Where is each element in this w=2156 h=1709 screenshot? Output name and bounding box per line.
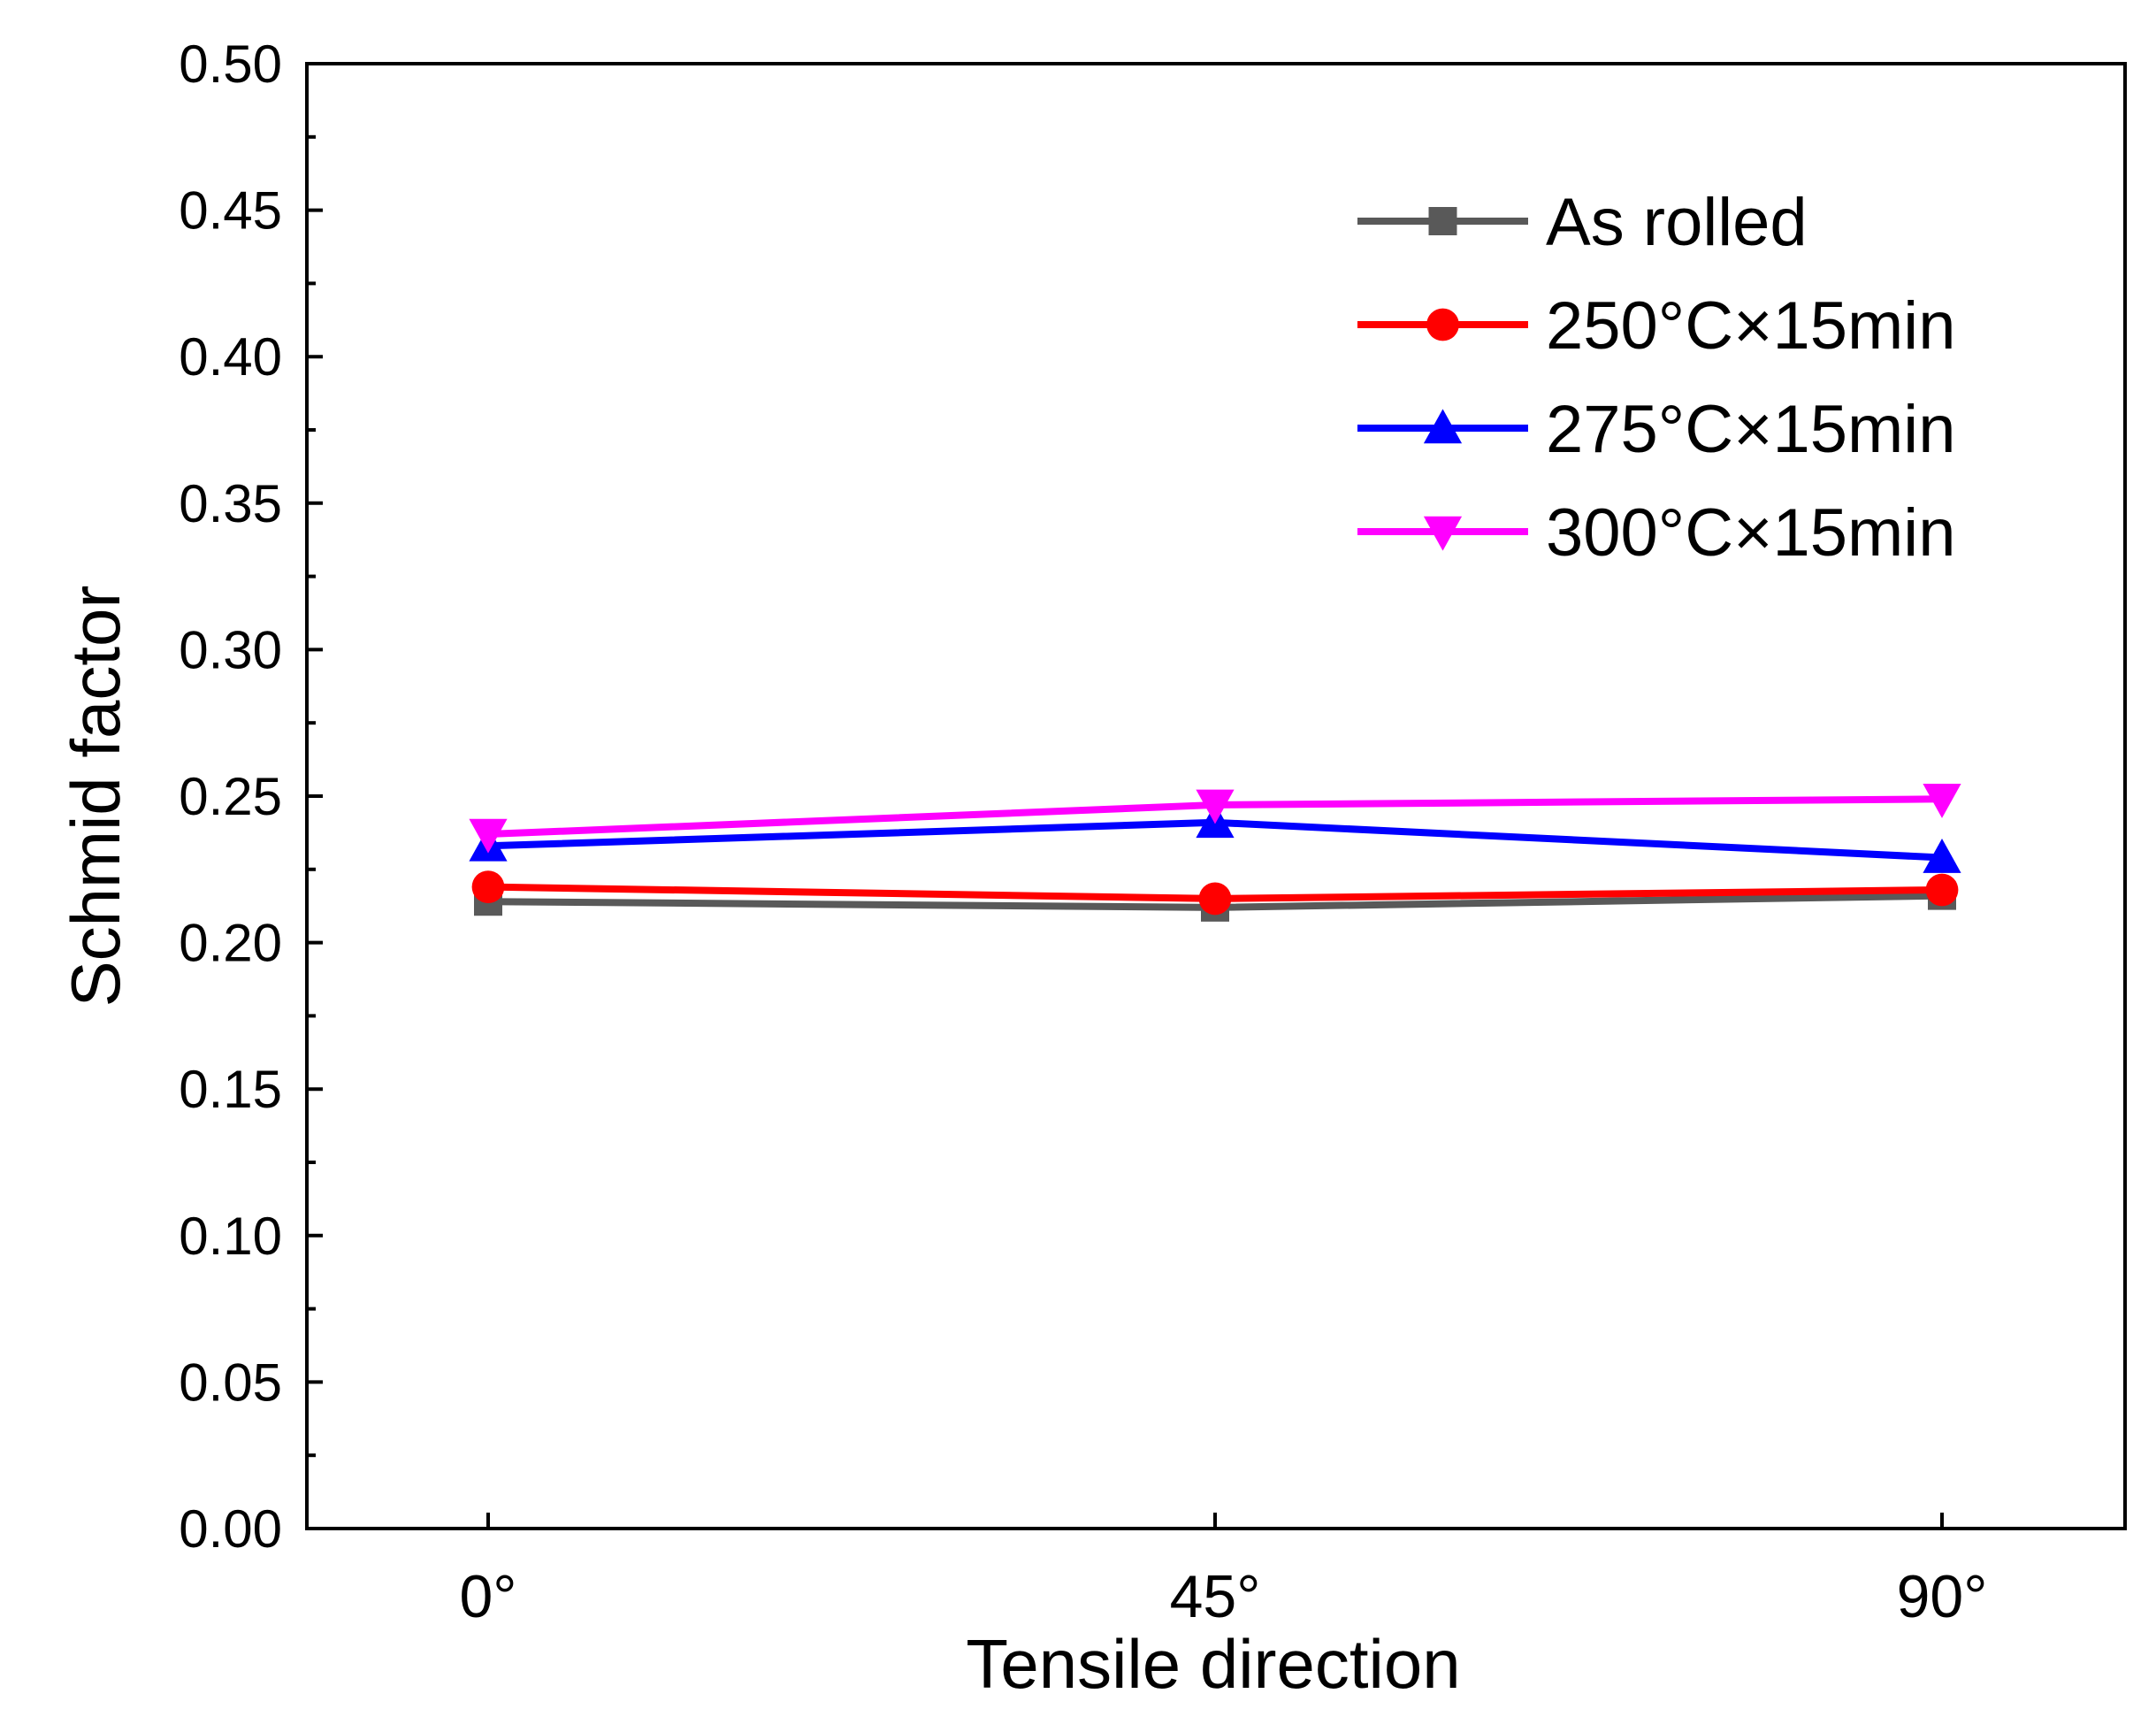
legend-label: 250°C×15min (1546, 288, 1955, 364)
y-tick-label: 0.00 (179, 1499, 282, 1559)
data-point-250-c-15min (471, 870, 505, 904)
y-tick-label: 0.40 (179, 327, 282, 387)
y-axis-title: Schmid factor (57, 586, 134, 1008)
data-point-300-c-15min (1923, 784, 1961, 818)
data-point-275-c-15min (1923, 838, 1961, 873)
data-point-250-c-15min (1198, 882, 1232, 916)
y-tick-label: 0.25 (179, 767, 282, 826)
legend-marker (1428, 207, 1457, 235)
y-tick-label: 0.45 (179, 181, 282, 241)
y-tick-label: 0.50 (179, 34, 282, 94)
data-point-300-c-15min (469, 818, 508, 854)
x-tick-label: 0° (459, 1563, 516, 1630)
y-tick-label: 0.10 (179, 1207, 282, 1266)
x-tick-label: 90° (1897, 1563, 1988, 1630)
legend-label: 300°C×15min (1546, 495, 1955, 571)
data-point-250-c-15min (1925, 873, 1959, 907)
y-tick-label: 0.35 (179, 474, 282, 533)
x-axis-title: Tensile direction (966, 1625, 1460, 1703)
legend-marker (1426, 308, 1459, 341)
data-point-300-c-15min (1196, 789, 1235, 824)
y-tick-label: 0.15 (179, 1060, 282, 1119)
y-tick-label: 0.05 (179, 1353, 282, 1412)
legend-marker (1423, 409, 1463, 444)
legend-label: 275°C×15min (1546, 392, 1955, 467)
y-tick-label: 0.20 (179, 914, 282, 973)
x-tick-label: 45° (1170, 1563, 1261, 1630)
y-tick-label: 0.30 (179, 620, 282, 679)
legend-marker (1423, 516, 1463, 551)
legend-label: As rolled (1546, 185, 1808, 260)
